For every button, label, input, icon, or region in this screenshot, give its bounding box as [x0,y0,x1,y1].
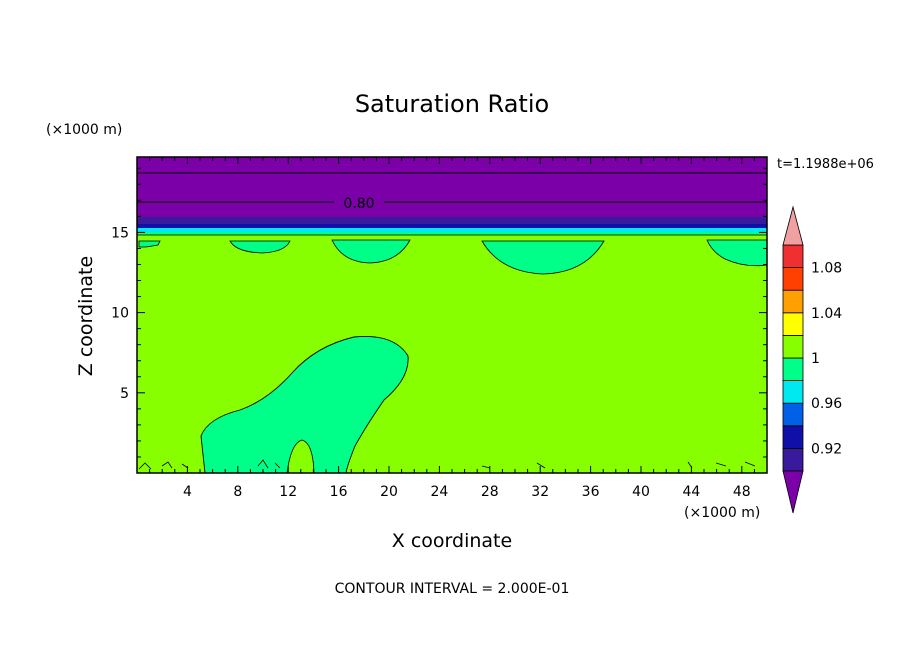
upper-band-dark [137,217,767,224]
colorbar-cell [782,357,804,382]
plume-gap [286,439,315,474]
green-band [137,232,767,235]
x-tick-label: 4 [183,484,192,500]
x-tick-label: 48 [733,484,751,500]
contour-label-080: 0.80 [343,196,374,212]
colorbar-cell [782,267,804,291]
y-unit-label: (×1000 m) [46,122,122,138]
colorbar-cell [782,425,804,449]
x-axis-label: X coordinate [392,530,512,552]
moist-plume [200,335,409,474]
colorbar-cell [782,447,804,472]
x-tick-label: 24 [430,484,448,500]
y-axis-label: Z coordinate [75,256,97,376]
chart-title: Saturation Ratio [355,90,549,118]
x-tick-label: 8 [233,484,242,500]
colorbar-cell [782,402,804,427]
x-tick-label: 36 [582,484,600,500]
surface-noise [138,459,756,470]
y-axis: 5 10 15 [111,167,767,458]
colorbar-bottom-arrow [782,470,804,514]
x-axis: 4 8 12 16 20 24 28 32 36 40 44 48 [149,157,755,500]
colorbar-cell [782,289,804,314]
x-tick-label: 16 [330,484,348,500]
colorbar-label: 0.96 [811,396,842,412]
colorbar-label: 1.04 [811,306,842,322]
colorbar-label: 1.08 [811,261,842,277]
colorbar-cell [782,380,804,404]
time-label: t=1.1988e+06 [777,157,874,172]
moist-pocket-1 [138,240,161,248]
y-tick-label: 15 [111,225,129,241]
colorbar-cell [782,244,804,269]
upper-dry-layer [137,157,767,217]
cyan-band [137,228,767,232]
x-unit-label: (×1000 m) [684,505,760,521]
x-tick-label: 28 [481,484,499,500]
colorbar-cell [782,334,804,359]
colorbar-label: 1 [811,351,820,367]
colorbar: 0.92 0.96 1 1.04 1.08 [782,205,842,514]
colorbar-label: 0.92 [811,441,842,457]
upper-band-mid [137,224,767,228]
x-tick-label: 44 [682,484,700,500]
x-tick-label: 12 [279,484,297,500]
colorbar-top-arrow [782,205,804,246]
moist-pocket-5 [706,239,768,267]
plot-area: 0.80 [136,156,768,474]
contour-interval-footer: CONTOUR INTERVAL = 2.000E-01 [335,581,570,597]
x-tick-label: 20 [380,484,398,500]
y-tick-label: 10 [111,306,129,322]
moist-pocket-4 [481,240,605,275]
moist-pocket-2 [229,240,291,254]
moist-pocket-3 [331,239,411,264]
y-tick-label: 5 [120,386,129,402]
x-tick-label: 32 [531,484,549,500]
colorbar-cell [782,312,804,336]
x-tick-label: 40 [632,484,650,500]
